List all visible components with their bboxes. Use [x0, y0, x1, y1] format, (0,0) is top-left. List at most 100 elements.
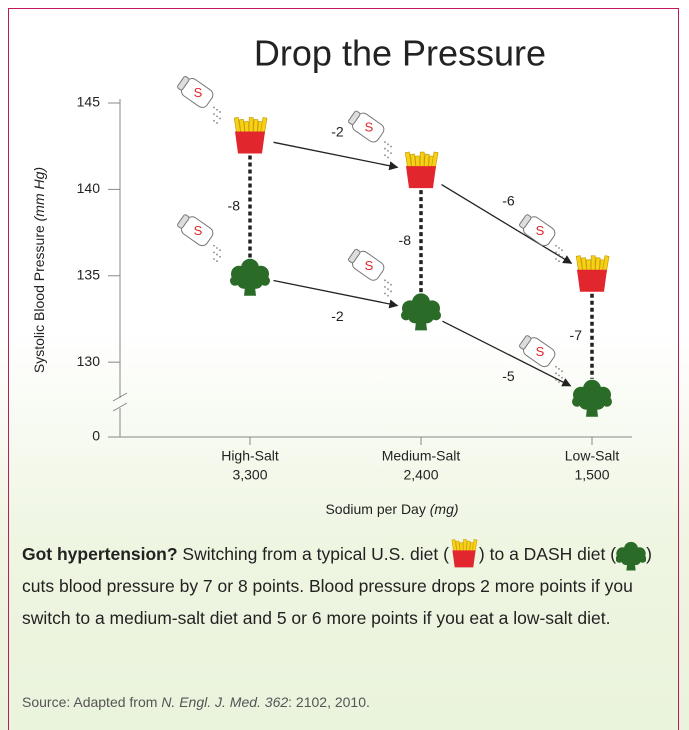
y-label: Systolic Blood Pressure	[31, 225, 47, 373]
fries-part	[235, 132, 265, 154]
x-tick-sublabel: 2,400	[403, 467, 438, 483]
salt-grain	[387, 143, 389, 145]
salt-shaker: S	[517, 332, 557, 368]
salt-grain	[387, 295, 389, 297]
y-label-unit: (mm Hg)	[31, 167, 47, 221]
salt-grain	[561, 249, 563, 251]
salt-grain	[555, 251, 557, 253]
y-tick-label: 130	[77, 353, 101, 369]
y-tick-label: 135	[77, 266, 101, 282]
fries	[405, 152, 438, 188]
salt-shaker: S	[517, 212, 557, 248]
broccoli	[572, 380, 612, 417]
x-tick-label: Medium-Salt	[382, 448, 461, 464]
fries-part	[577, 270, 607, 292]
salt-grain	[555, 258, 557, 260]
diet-change-label: -8	[399, 232, 412, 248]
salt-grain	[558, 247, 560, 249]
salt-grain	[558, 381, 560, 383]
salt-grain	[216, 247, 218, 249]
salt-grain	[216, 260, 218, 262]
salt-grain	[216, 122, 218, 124]
salt-grain	[555, 366, 557, 368]
caption-text: ) to a DASH diet (	[479, 544, 616, 564]
shaker-part: S	[536, 344, 545, 359]
chart-title: Drop the Pressure	[254, 33, 546, 74]
change-label: -6	[502, 193, 515, 209]
salt-grain	[390, 284, 392, 286]
salt-grain	[219, 118, 221, 120]
broccoli-part	[260, 276, 270, 286]
salt-grain	[384, 286, 386, 288]
y-tick-label: 0	[92, 428, 100, 444]
salt-grain	[561, 370, 563, 372]
x-tick-sublabel: 3,300	[232, 467, 267, 483]
arrow	[274, 142, 398, 167]
broccoli-part	[584, 389, 600, 405]
broccoli-part	[572, 397, 582, 407]
broccoli	[230, 259, 270, 296]
salt-grain	[387, 288, 389, 290]
caption-lead: Got hypertension?	[22, 544, 178, 564]
salt-grain	[219, 111, 221, 113]
chart: Drop the Pressure Systolic Blood Pressur…	[0, 0, 689, 530]
y-tick-label: 145	[77, 94, 101, 110]
caption: Got hypertension? Switching from a typic…	[22, 538, 662, 634]
salt-shaker: S	[175, 212, 215, 248]
caption-text: Switching from a typical U.S. diet (	[178, 544, 449, 564]
broccoli-part	[230, 276, 240, 286]
y-axis-title: Systolic Blood Pressure (mm Hg)	[31, 167, 47, 373]
salt-grain	[213, 120, 215, 122]
salt-grain	[561, 377, 563, 379]
salt-grain	[384, 293, 386, 295]
change-label: -2	[331, 308, 344, 324]
shaker-part: S	[365, 258, 374, 273]
shaker-part: S	[194, 85, 203, 100]
salt-grain	[555, 379, 557, 381]
salt-grain	[384, 154, 386, 156]
salt-grain	[555, 245, 557, 247]
salt-grain	[384, 279, 386, 281]
salt-grain	[558, 254, 560, 256]
x-label: Sodium per Day	[325, 501, 425, 517]
salt-grain	[558, 368, 560, 370]
broccoli-part	[413, 302, 429, 318]
broccoli-part	[401, 310, 411, 320]
x-tick-sublabel: 1,500	[574, 467, 609, 483]
change-label: -5	[502, 368, 515, 384]
salt-grain	[387, 157, 389, 159]
salt-grain	[387, 282, 389, 284]
shaker-part: S	[194, 223, 203, 238]
y-tick-label: 140	[77, 180, 101, 196]
x-label-unit: (mg)	[430, 501, 459, 517]
salt-grain	[555, 372, 557, 374]
broccoli-part	[602, 397, 612, 407]
diet-change-label: -8	[228, 197, 241, 213]
x-axis-title: Sodium per Day (mg)	[325, 501, 458, 517]
salt-grain	[216, 109, 218, 111]
salt-grain	[384, 141, 386, 143]
salt-grain	[219, 256, 221, 258]
source-journal: N. Engl. J. Med. 362	[161, 694, 288, 710]
arrow	[274, 281, 398, 306]
fries	[576, 256, 609, 292]
salt-grain	[213, 113, 215, 115]
salt-grain	[387, 150, 389, 152]
diet-change-label: -7	[570, 327, 583, 343]
salt-grain	[213, 251, 215, 253]
salt-shaker: S	[346, 108, 386, 144]
salt-grain	[213, 107, 215, 109]
salt-grain	[213, 245, 215, 247]
inline-broccoli	[616, 538, 646, 572]
icon-part	[625, 549, 637, 561]
x-tick-label: Low-Salt	[565, 448, 620, 464]
salt-grain	[390, 290, 392, 292]
shaker-part: S	[536, 223, 545, 238]
salt-grain	[219, 249, 221, 251]
salt-grain	[558, 375, 560, 377]
broccoli	[401, 293, 441, 330]
source-prefix: Source: Adapted from	[22, 694, 161, 710]
broccoli-part	[431, 310, 441, 320]
salt-grain	[213, 258, 215, 260]
icon-part	[452, 551, 475, 568]
